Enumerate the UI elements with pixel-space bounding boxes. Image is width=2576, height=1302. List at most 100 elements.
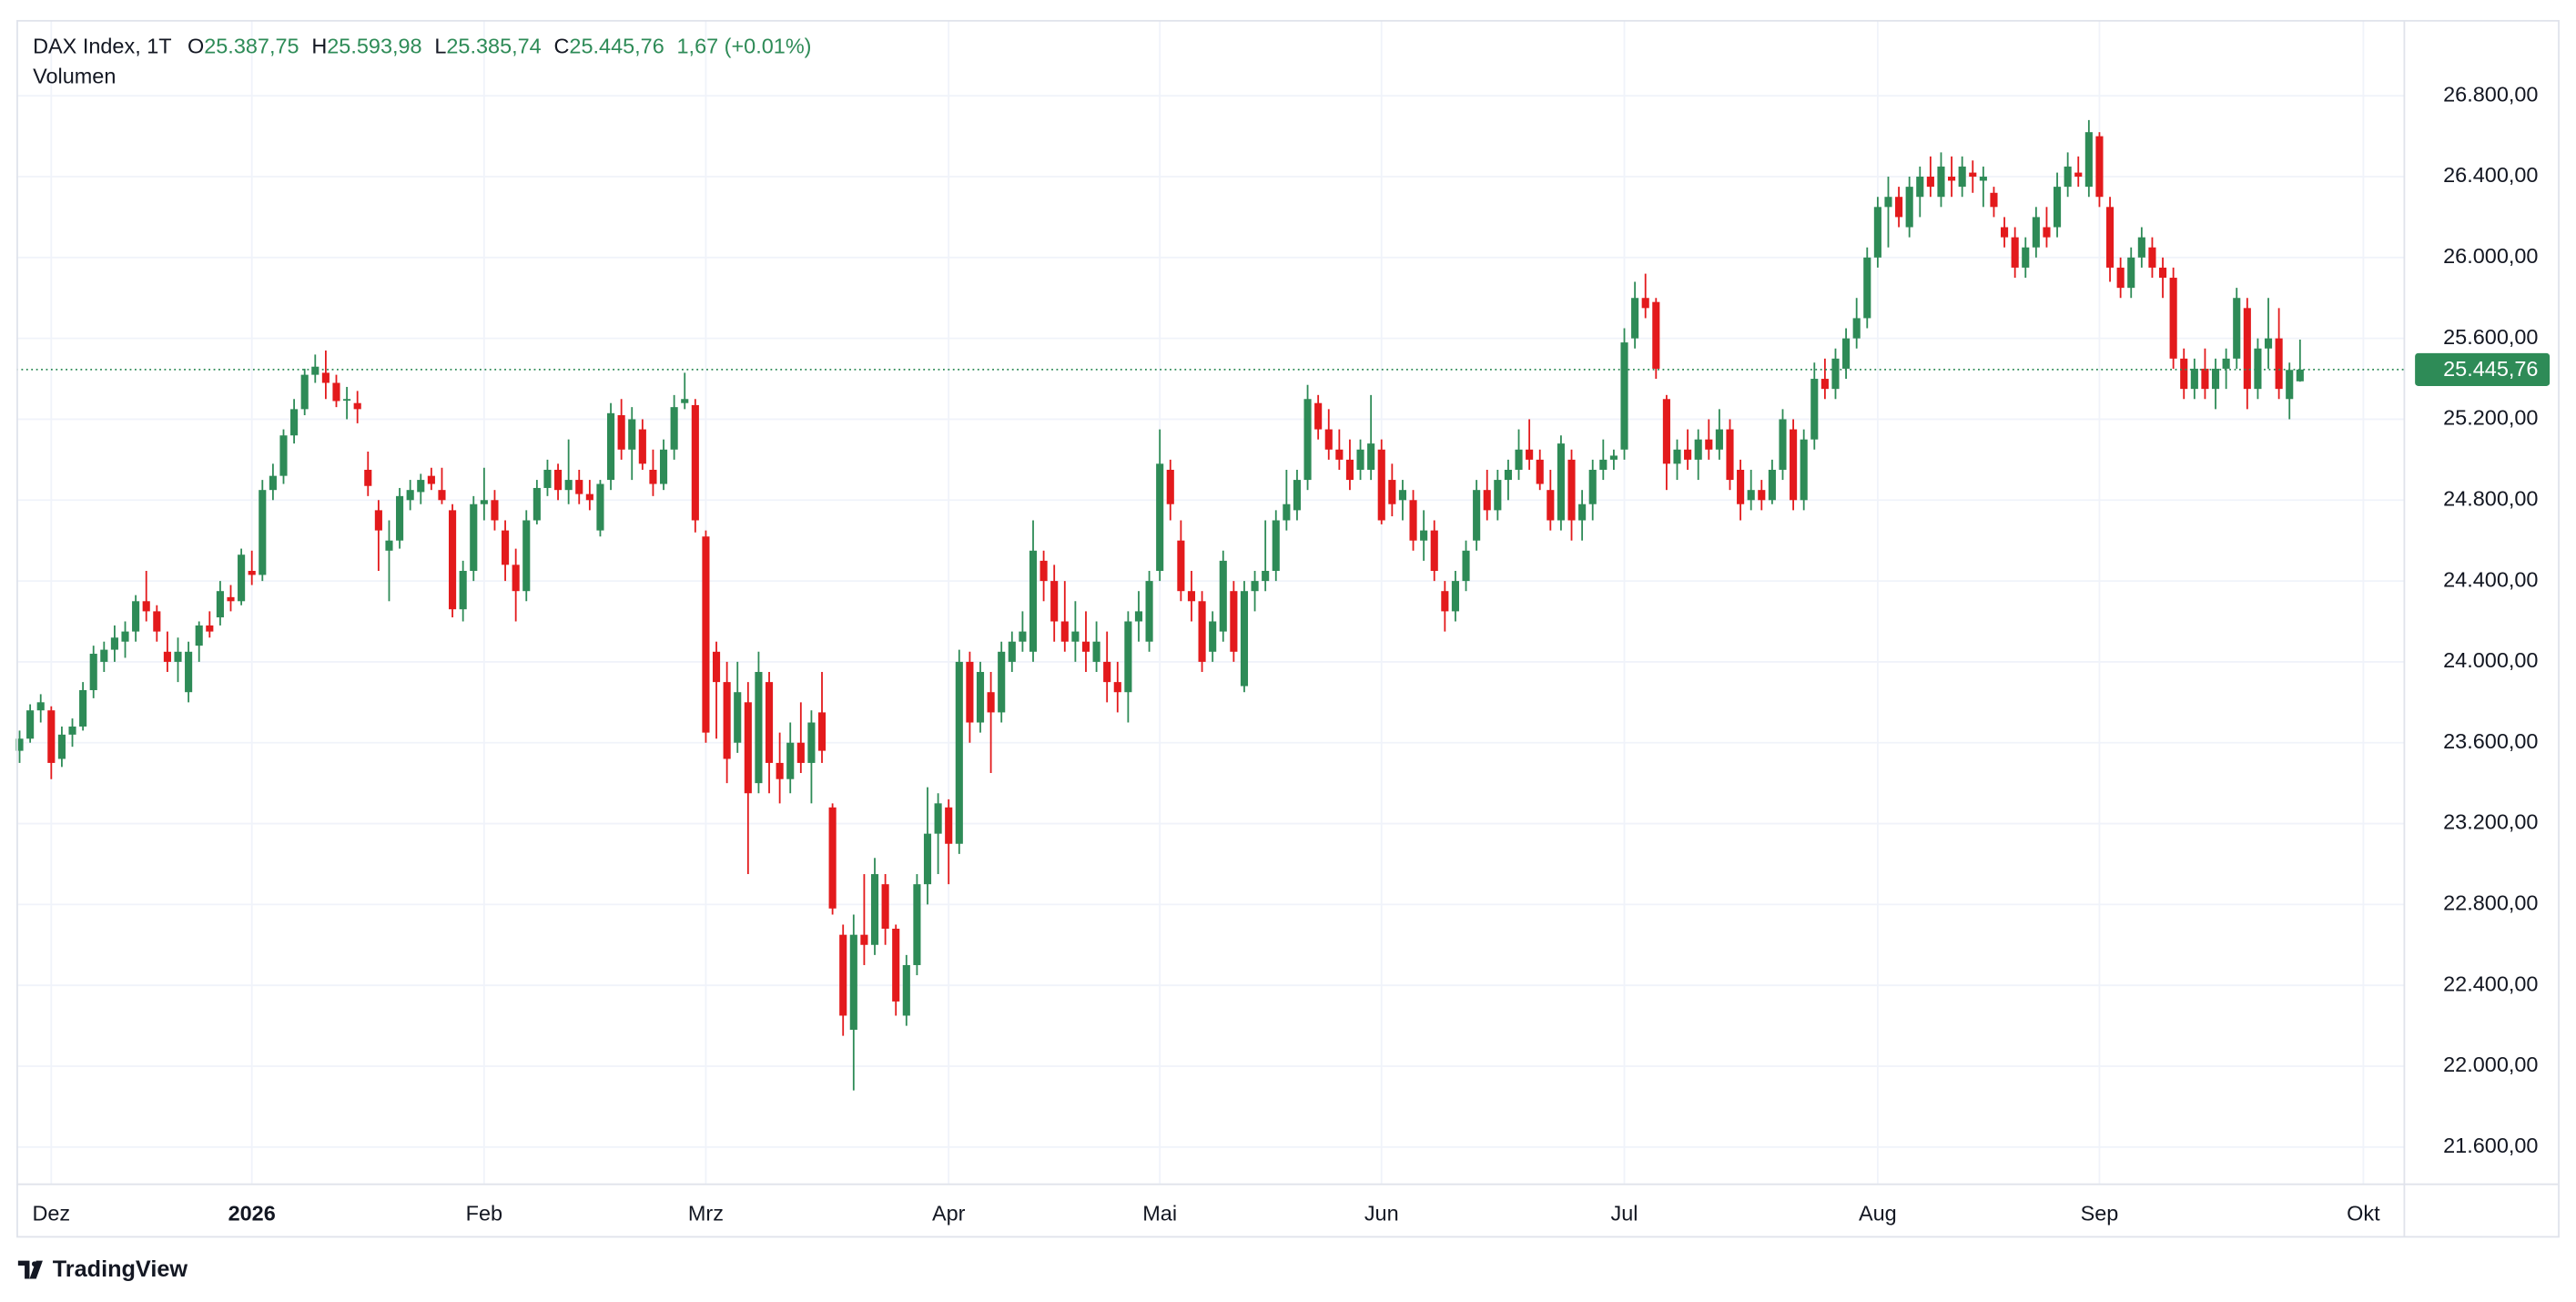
brand: TradingView [53, 1256, 188, 1282]
candle-body [1293, 480, 1302, 511]
candle-body [459, 570, 467, 610]
candle-body [553, 469, 563, 491]
candle-body [1283, 504, 1291, 521]
candle-body [374, 510, 382, 531]
candle-body [1820, 379, 1829, 390]
brand-logo [17, 1260, 43, 1279]
candle-body [2286, 370, 2294, 400]
candle-body [36, 702, 45, 711]
ohlc-letter: C [553, 35, 569, 58]
candle-body [2169, 278, 2177, 359]
candle-body [417, 480, 425, 493]
x-tick-label: Jul [1611, 1201, 1638, 1225]
candle-body [1262, 570, 1270, 582]
x-tick-label: Sep [2081, 1201, 2119, 1225]
y-tick-label: 22.800,00 [2443, 891, 2538, 915]
frame [16, 19, 2560, 1238]
candle-body [1430, 530, 1438, 571]
candle-body [321, 372, 330, 383]
x-tick-label: Mai [1142, 1201, 1177, 1225]
candle-body [1768, 469, 1776, 501]
candle-body [470, 504, 478, 571]
candle-body [2116, 267, 2125, 289]
candle-body [47, 710, 56, 763]
candle-body [238, 554, 246, 602]
candle-body [195, 625, 203, 646]
y-tick-label: 24.400,00 [2443, 567, 2538, 591]
candle-body [248, 570, 256, 575]
candle-body [1071, 631, 1080, 642]
candle-body [1504, 469, 1512, 481]
last-price-label: 25.445,76 [2443, 357, 2538, 381]
y-tick-label: 26.800,00 [2443, 82, 2538, 106]
candle-body [1937, 166, 1945, 198]
candle-body [2001, 227, 2009, 238]
candle-body [1145, 581, 1153, 642]
candle-body [1345, 459, 1354, 481]
candle-body [2211, 368, 2220, 390]
y-tick-label: 24.800,00 [2443, 486, 2538, 510]
candle-body [1134, 611, 1143, 622]
candle-body [998, 651, 1006, 713]
candle-body [512, 565, 520, 592]
candle-body [1958, 166, 1966, 188]
candle-body [575, 480, 583, 494]
ohlc-letter: H [311, 35, 327, 58]
candle-body [522, 520, 531, 592]
last-price-badge [2415, 352, 2551, 386]
candle-body [206, 625, 214, 632]
indicator: Volumen [33, 64, 116, 87]
candle-body [79, 689, 87, 727]
x-tick-label: 2026 [228, 1201, 276, 1225]
candle-body [132, 601, 140, 632]
ohlc-letter: O [188, 35, 204, 58]
candle-body [1737, 469, 1745, 504]
candle-body [1356, 449, 1364, 470]
candle-body [406, 490, 414, 501]
candle-body [1473, 490, 1481, 541]
candle-body [2074, 172, 2083, 178]
candle-body [1578, 504, 1587, 521]
candle-body [617, 415, 625, 450]
candle-body [860, 934, 868, 945]
candle-body [628, 419, 636, 450]
candle-body [681, 399, 689, 403]
candle-body [776, 762, 784, 779]
candle-body [259, 490, 267, 575]
candle-body [1852, 318, 1861, 339]
candle-body [26, 710, 35, 739]
candle-body [1631, 298, 1639, 339]
candle-body [2127, 257, 2135, 289]
candle-body [385, 540, 393, 551]
candle-body [839, 934, 847, 1016]
candle-body [1177, 540, 1185, 592]
candle-body [1314, 402, 1323, 430]
candle-body [765, 682, 774, 763]
candle-body [427, 475, 435, 484]
candle-body [1050, 581, 1059, 622]
candle-body [1209, 621, 1217, 652]
candle-body [1451, 581, 1459, 612]
candle-body [881, 884, 889, 930]
candle-body [1272, 520, 1280, 571]
candle-body [1948, 177, 1956, 181]
candle-body [353, 402, 361, 410]
candle-body [2190, 368, 2198, 390]
y-tick-label: 26.000,00 [2443, 244, 2538, 268]
candle-body [786, 742, 795, 779]
candle-body [491, 500, 499, 521]
candle-body [902, 964, 910, 1016]
candle-body [976, 672, 985, 723]
candle-body [2064, 166, 2072, 188]
candle-body [1388, 480, 1396, 504]
candle-body [1969, 172, 1977, 178]
candle-body [121, 631, 129, 642]
candle-body [734, 692, 742, 743]
candle-body [2222, 358, 2230, 369]
candle-body [691, 404, 699, 521]
change: 1,67 (+0.01%) [677, 35, 812, 58]
candle-body [934, 803, 942, 834]
candle-body [828, 807, 837, 909]
candle-body [1842, 338, 1851, 369]
